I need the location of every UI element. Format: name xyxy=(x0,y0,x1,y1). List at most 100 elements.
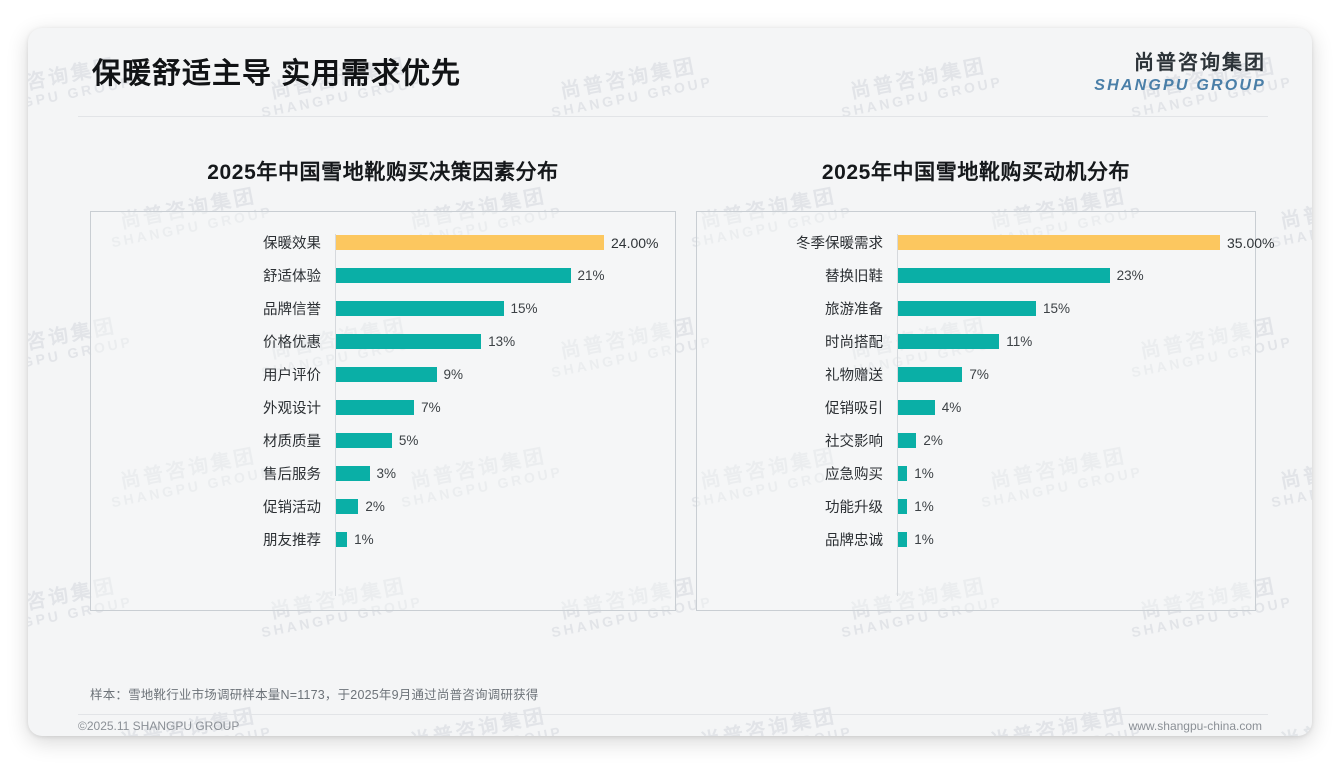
page-title: 保暖舒适主导 实用需求优先 xyxy=(92,58,462,90)
bar-value-label: 15% xyxy=(510,301,538,316)
website-link[interactable]: www.shangpu-china.com xyxy=(1128,719,1262,733)
bar-container: 23% xyxy=(897,268,1255,283)
bar xyxy=(898,433,917,448)
bar xyxy=(898,466,908,481)
bar-value-label: 2% xyxy=(365,499,385,514)
chart-right-panel: 冬季保暖需求 35.00% 替换旧鞋 23% 旅游准备 15% 时尚搭配 11% 礼物赠送 7% 促… xyxy=(696,211,1274,611)
bar-value-label: 5% xyxy=(398,433,419,448)
sample-note: 样本：雪地靴行业市场调研样本量N=1173，于2025年9月通过尚普咨询调研获得 xyxy=(90,688,539,702)
bar-highlighted xyxy=(336,235,604,250)
bar-category-label: 社交影响 xyxy=(825,434,883,450)
bar xyxy=(336,433,392,448)
bar-container: 2% xyxy=(897,433,1255,448)
copyright-text: ©2025.11 SHANGPU GROUP xyxy=(78,719,240,733)
bar xyxy=(336,367,437,382)
header-divider xyxy=(78,116,1268,117)
chart-left-plot: 保暖效果 24.00% 舒适体验 21% 品牌信誉 15% 价格优惠 13% 用户评价 9% 外观设… xyxy=(91,212,675,610)
bar-container: 13% xyxy=(335,334,675,349)
bar-category-label: 售后服务 xyxy=(263,467,321,483)
bar-row: 保暖效果 24.00% xyxy=(91,226,675,259)
bar-value-label: 23% xyxy=(1116,268,1144,283)
bar xyxy=(336,334,482,349)
chart-purchase-motivation: 2025年中国雪地靴购买动机分布 冬季保暖需求 35.00% 替换旧鞋 23% 旅游准备… xyxy=(696,156,1274,611)
bar-row: 朋友推荐 1% xyxy=(91,523,675,556)
bar-category-label: 时尚搭配 xyxy=(825,335,883,351)
bar-category-label: 功能升级 xyxy=(825,500,883,516)
bar-container: 7% xyxy=(897,367,1255,382)
bar-row: 冬季保暖需求 35.00% xyxy=(697,226,1274,259)
bar-value-label: 9% xyxy=(443,367,464,382)
bar-value-label: 21% xyxy=(577,268,605,283)
bar-value-label: 24.00% xyxy=(611,234,659,251)
bar-category-label: 品牌忠诚 xyxy=(825,533,883,549)
bar xyxy=(898,301,1036,316)
bar-container: 7% xyxy=(335,400,675,415)
bar-row: 替换旧鞋 23% xyxy=(697,259,1255,292)
chart-right-plot: 冬季保暖需求 35.00% 替换旧鞋 23% 旅游准备 15% 时尚搭配 11% 礼物赠送 7% 促… xyxy=(697,212,1274,610)
bar-row: 用户评价 9% xyxy=(91,358,675,391)
bar xyxy=(898,499,908,514)
chart-purchase-decision-factors: 2025年中国雪地靴购买决策因素分布 保暖效果 24.00% 舒适体验 21% 品牌信誉… xyxy=(90,156,676,611)
bar xyxy=(336,301,504,316)
bar xyxy=(336,400,415,415)
bar-category-label: 替换旧鞋 xyxy=(825,269,883,285)
chart-right-axis xyxy=(897,234,898,596)
bar xyxy=(336,499,359,514)
bar-value-label: 7% xyxy=(421,400,441,415)
bar-container: 4% xyxy=(897,400,1255,415)
bar-row: 品牌信誉 15% xyxy=(91,292,675,325)
bar-container: 15% xyxy=(897,301,1255,316)
bar-category-label: 礼物赠送 xyxy=(825,368,883,384)
bar xyxy=(898,367,963,382)
bar-row: 品牌忠诚 1% xyxy=(697,523,1255,556)
bar-row: 促销活动 2% xyxy=(91,490,675,523)
bar-container: 1% xyxy=(897,532,1255,547)
bar-value-label: 1% xyxy=(914,499,934,514)
bar-value-label: 15% xyxy=(1043,301,1071,316)
bar xyxy=(336,466,370,481)
bar-row: 促销吸引 4% xyxy=(697,391,1255,424)
bar-row: 应急购买 1% xyxy=(697,457,1255,490)
chart-left-title: 2025年中国雪地靴购买决策因素分布 xyxy=(207,161,559,184)
bar-container: 2% xyxy=(335,499,675,514)
bar-row: 材质质量 5% xyxy=(91,424,675,457)
bar-row: 社交影响 2% xyxy=(697,424,1255,457)
chart-right-rows: 冬季保暖需求 35.00% 替换旧鞋 23% 旅游准备 15% 时尚搭配 11% 礼物赠送 7% 促… xyxy=(697,226,1274,556)
chart-left-rows: 保暖效果 24.00% 舒适体验 21% 品牌信誉 15% 价格优惠 13% 用户评价 9% 外观设… xyxy=(91,226,675,556)
bar xyxy=(336,532,348,547)
bar-category-label: 保暖效果 xyxy=(263,236,321,252)
bar-container: 1% xyxy=(335,532,675,547)
bar-container: 5% xyxy=(335,433,675,448)
bar-value-label: 7% xyxy=(969,367,989,382)
bar-container: 3% xyxy=(335,466,675,481)
logo-english-text: SHANGPU GROUP xyxy=(1094,77,1266,94)
bar-category-label: 价格优惠 xyxy=(263,335,321,351)
bar-row: 时尚搭配 11% xyxy=(697,325,1255,358)
bar-category-label: 促销吸引 xyxy=(825,401,883,417)
bar-row: 功能升级 1% xyxy=(697,490,1255,523)
bar-category-label: 外观设计 xyxy=(263,401,321,417)
chart-left-panel: 保暖效果 24.00% 舒适体验 21% 品牌信誉 15% 价格优惠 13% 用户评价 9% 外观设… xyxy=(90,211,676,611)
bar-row: 售后服务 3% xyxy=(91,457,675,490)
bar-value-label: 35.00% xyxy=(1227,234,1275,251)
bar-value-label: 11% xyxy=(1006,334,1033,349)
bar-row: 外观设计 7% xyxy=(91,391,675,424)
bar-container: 11% xyxy=(897,334,1255,349)
bar-category-label: 促销活动 xyxy=(263,500,321,516)
bar-row: 舒适体验 21% xyxy=(91,259,675,292)
bar-value-label: 1% xyxy=(914,466,934,481)
bar-value-label: 1% xyxy=(354,532,374,547)
bar-row: 价格优惠 13% xyxy=(91,325,675,358)
bar-value-label: 2% xyxy=(923,433,943,448)
bar-container: 21% xyxy=(335,268,675,283)
bar-category-label: 朋友推荐 xyxy=(263,533,321,549)
slide-canvas: 尚普咨询集团 SHANGPU GROUP 尚普咨询集团 SHANGPU GROUP 尚普… xyxy=(28,28,1312,736)
bar-category-label: 应急购买 xyxy=(825,467,883,483)
bar-category-label: 舒适体验 xyxy=(263,269,321,285)
bar-category-label: 旅游准备 xyxy=(825,302,883,318)
bar-category-label: 用户评价 xyxy=(263,368,321,384)
bar-row: 礼物赠送 7% xyxy=(697,358,1255,391)
bar-row: 旅游准备 15% xyxy=(697,292,1255,325)
bar-category-label: 冬季保暖需求 xyxy=(796,236,883,252)
